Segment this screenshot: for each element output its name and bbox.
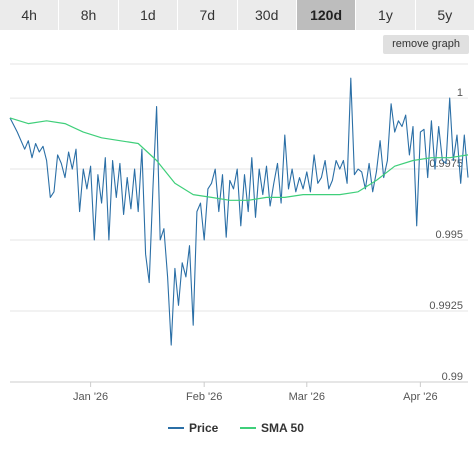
y-tick-label: 0.9925 (429, 300, 463, 312)
range-4h-button[interactable]: 4h (0, 0, 60, 30)
range-30d-button[interactable]: 30d (237, 0, 297, 30)
y-tick-label: 0.99 (442, 371, 463, 383)
price-series-line (9, 77, 469, 346)
grid-lines (10, 63, 468, 383)
y-tick-label: 0.995 (435, 229, 463, 241)
x-tick-label: Mar '26 (289, 391, 325, 403)
series-lines (9, 77, 469, 346)
range-5y-button[interactable]: 5y (415, 0, 474, 30)
x-axis-ticks: Jan '26 Feb '26 Mar '26 Apr '26 (10, 381, 468, 403)
range-1y-button[interactable]: 1y (356, 0, 416, 30)
range-1d-button[interactable]: 1d (118, 0, 179, 30)
y-axis-ticks: 1 0.9975 0.995 0.9925 0.99 (429, 87, 463, 383)
range-120d-button[interactable]: 120d (296, 0, 357, 30)
range-7d-button[interactable]: 7d (178, 0, 238, 30)
time-range-selector: 4h 8h 1d 7d 30d 120d 1y 5y (0, 0, 474, 30)
chart-legend: Price SMA 50 (168, 421, 304, 435)
y-tick-label: 1 (457, 87, 463, 99)
legend-sma-50-label[interactable]: SMA 50 (261, 421, 304, 435)
x-tick-label: Jan '26 (73, 391, 108, 403)
x-tick-label: Feb '26 (186, 391, 222, 403)
x-tick-label: Apr '26 (403, 391, 438, 403)
sma-50-series-line (9, 117, 469, 201)
y-tick-label: 0.9975 (429, 158, 463, 170)
remove-graph-button[interactable]: remove graph (383, 35, 469, 54)
range-8h-button[interactable]: 8h (59, 0, 119, 30)
legend-price-label[interactable]: Price (189, 421, 219, 435)
